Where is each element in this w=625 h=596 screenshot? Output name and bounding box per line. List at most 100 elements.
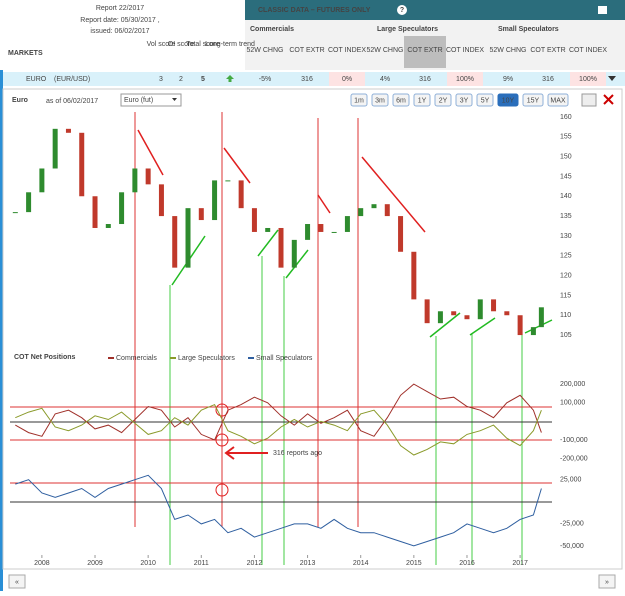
- range-button[interactable]: [392, 93, 410, 107]
- trend-down: [361, 156, 426, 233]
- range-button[interactable]: [413, 93, 431, 107]
- range-button[interactable]: [547, 93, 569, 107]
- column-header: COT INDEX: [446, 47, 484, 54]
- issued: issued: 06/02/2017: [90, 28, 149, 35]
- candle: [225, 180, 231, 182]
- score-header: OI score: [168, 41, 195, 48]
- as-of: as of 06/02/2017: [46, 98, 98, 105]
- candle: [331, 231, 337, 233]
- report-date: Report date: 05/30/2017 ,: [80, 17, 159, 24]
- cot-line: [15, 383, 542, 441]
- candle: [185, 208, 191, 268]
- x-tick-label: 2012: [247, 560, 263, 567]
- y-tick-label: 160: [560, 114, 572, 121]
- cot-line: [15, 474, 542, 547]
- group-header: Commercials: [250, 26, 294, 33]
- group-header: Large Speculators: [377, 26, 438, 33]
- help-text: ?: [400, 7, 404, 14]
- range-button[interactable]: [371, 93, 389, 107]
- cell: 100%: [456, 76, 474, 83]
- column-header: COT INDEX: [328, 47, 366, 54]
- y2-tick-label: 25,000: [560, 477, 582, 484]
- candle: [198, 208, 204, 221]
- candle: [145, 168, 151, 185]
- classic-bar: [245, 0, 625, 20]
- y-tick-label: 135: [560, 213, 572, 220]
- arrow: [224, 446, 268, 460]
- print-icon[interactable]: [598, 6, 607, 14]
- study-lines: [10, 112, 553, 565]
- column-header: COT EXTR: [407, 47, 442, 54]
- y-tick-label: 110: [560, 312, 571, 319]
- candle: [305, 224, 311, 240]
- candle: [251, 208, 257, 232]
- y-tick-label: 145: [560, 173, 572, 180]
- column-header: 52W CHNG: [367, 47, 404, 54]
- x-tick-label: 2013: [300, 560, 316, 567]
- cot-line: [15, 403, 542, 456]
- report-title: Report 22/2017: [96, 5, 144, 12]
- candle: [437, 311, 443, 324]
- trend-down: [137, 129, 164, 176]
- trend-up: [257, 229, 279, 257]
- cell: 4%: [380, 76, 390, 83]
- next-button[interactable]: [598, 574, 616, 589]
- prev-button[interactable]: [8, 574, 26, 589]
- range-label: 6m: [396, 97, 406, 104]
- range-label: 1m: [354, 97, 364, 104]
- help-icon[interactable]: [397, 5, 407, 15]
- x-tick-label: 2010: [140, 560, 156, 567]
- print-button[interactable]: [581, 93, 597, 107]
- close-button: [603, 94, 614, 105]
- range-label: 5Y: [481, 97, 490, 104]
- x-tick-label: 2011: [194, 560, 209, 567]
- cell: 100%: [579, 76, 597, 83]
- candle: [530, 327, 536, 336]
- range-button[interactable]: [522, 93, 544, 107]
- index-cell: [570, 72, 606, 86]
- column-header: 52W CHNG: [247, 47, 284, 54]
- candle: [172, 216, 178, 268]
- candle: [424, 299, 430, 324]
- candle: [358, 208, 364, 217]
- y2-tick-label: -25,000: [560, 521, 584, 528]
- y-tick-label: 100,000: [560, 400, 585, 407]
- candle: [212, 180, 218, 221]
- column-header: COT EXTR: [289, 47, 324, 54]
- score: 5: [201, 76, 205, 83]
- cell: 9%: [503, 76, 513, 83]
- range-button[interactable]: [434, 93, 452, 107]
- range-button[interactable]: [476, 93, 494, 107]
- trend-up: [469, 317, 496, 336]
- y-tick-label: 120: [560, 272, 572, 279]
- candle: [119, 192, 125, 225]
- range-button[interactable]: [497, 93, 519, 107]
- score: 2: [179, 76, 183, 83]
- row-scroll[interactable]: [608, 76, 616, 81]
- next-label: »: [605, 579, 609, 586]
- sort-column: [404, 36, 446, 68]
- select-box[interactable]: [120, 93, 182, 107]
- x-tick-label: 2008: [34, 560, 50, 567]
- range-label: 3m: [375, 97, 385, 104]
- select-text: Euro (fut): [124, 97, 153, 104]
- cell: 316: [542, 76, 554, 83]
- candle: [517, 315, 523, 336]
- candle: [158, 184, 164, 217]
- select-arrow: [172, 98, 177, 101]
- extreme-circle: [215, 483, 229, 497]
- market-symbol: (EUR/USD): [54, 76, 90, 83]
- range-button[interactable]: [455, 93, 473, 107]
- column-header: COT EXTR: [530, 47, 565, 54]
- y-tick-label: 125: [560, 253, 572, 260]
- group-header: Small Speculators: [498, 26, 559, 33]
- market-row[interactable]: [3, 72, 625, 86]
- market-name: EURO: [26, 76, 47, 83]
- y-tick-label: -100,000: [560, 437, 588, 444]
- range-label: 2Y: [439, 97, 448, 104]
- candle: [132, 168, 138, 193]
- candle: [384, 204, 390, 217]
- range-button[interactable]: [350, 93, 368, 107]
- trend-arrow: [226, 75, 234, 82]
